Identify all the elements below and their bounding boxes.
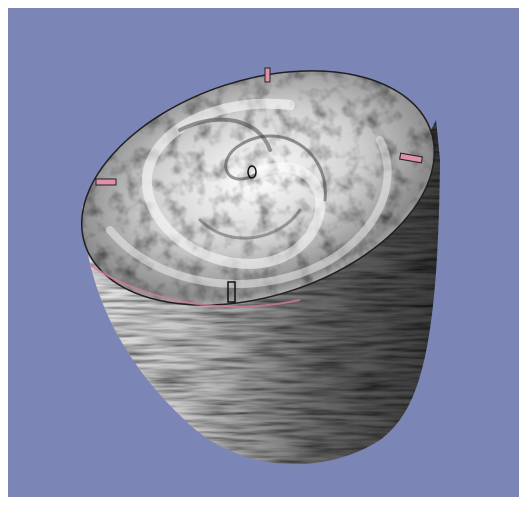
swirl: [141, 98, 326, 269]
probe-marker: [227, 281, 236, 303]
top-rim: [80, 70, 436, 306]
center-marker: [247, 165, 257, 179]
swirl: [224, 134, 327, 202]
pink-arc: [89, 264, 301, 308]
swirl: [178, 117, 272, 152]
swirl: [198, 208, 302, 240]
swirl: [106, 136, 392, 288]
swirl-lines: [106, 98, 392, 288]
probe-marker: [95, 178, 117, 186]
probe-marker: [399, 152, 423, 164]
probe-marker: [264, 67, 271, 83]
